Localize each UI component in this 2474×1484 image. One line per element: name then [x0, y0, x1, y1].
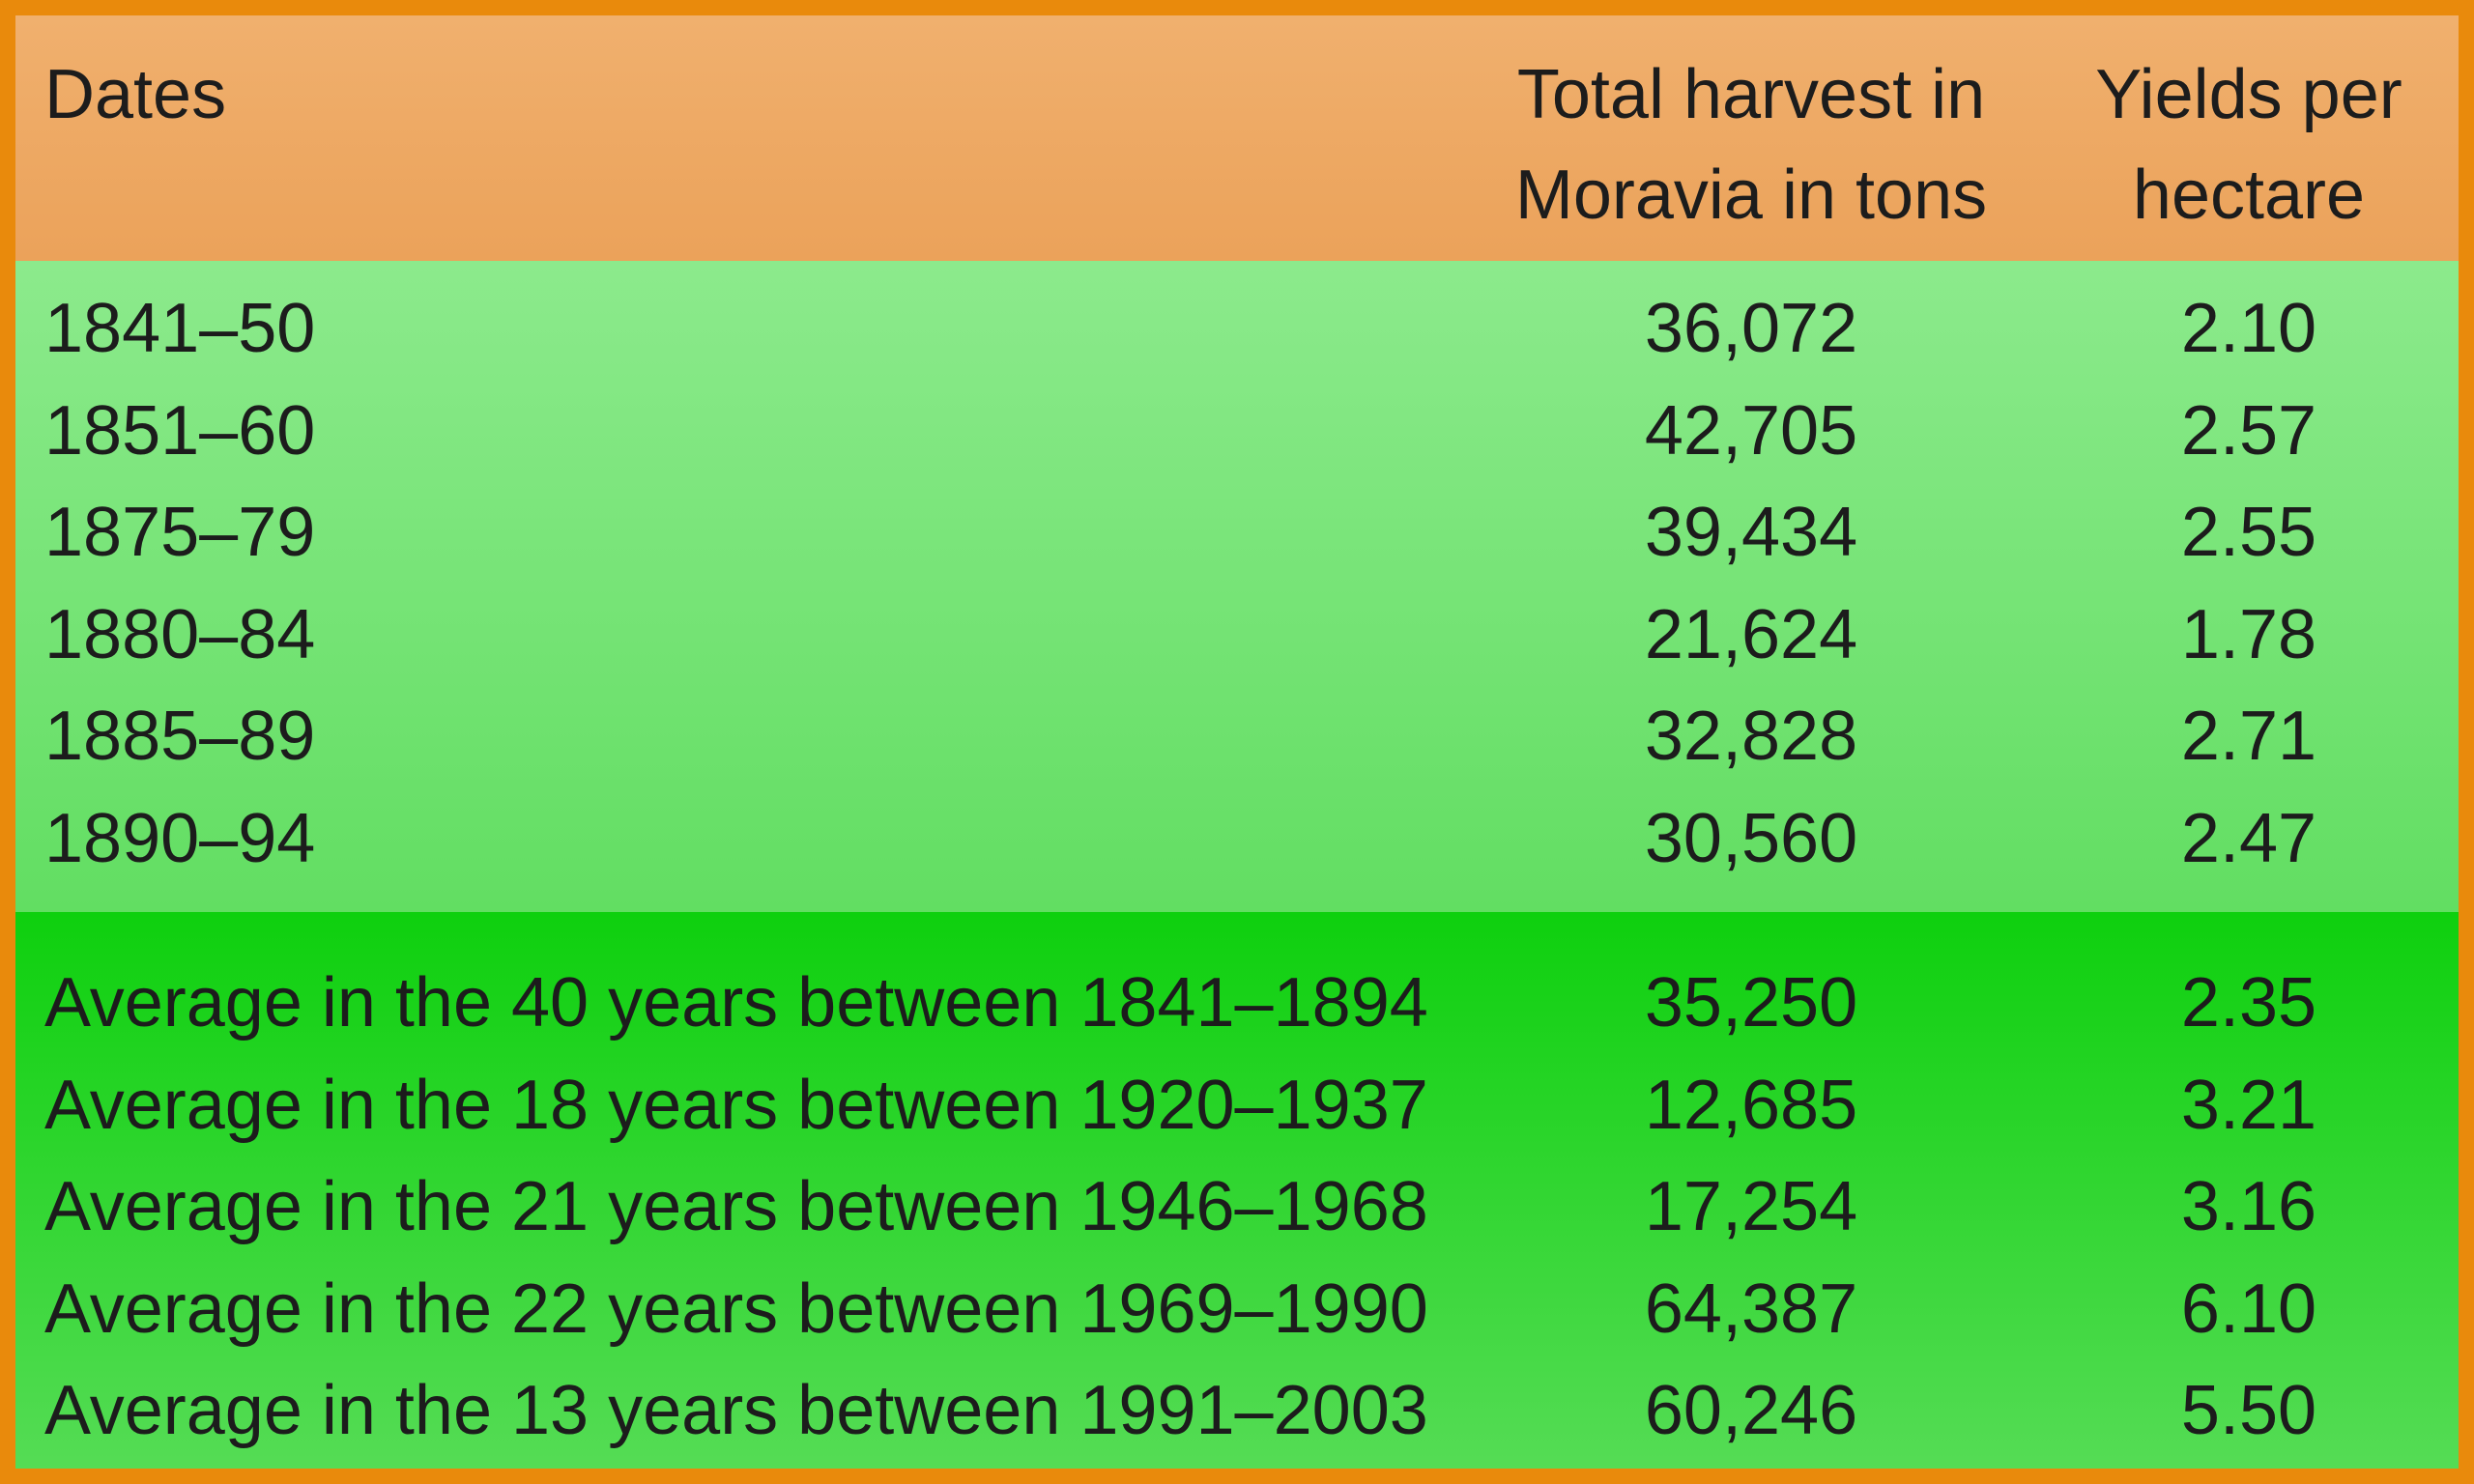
- period-rows-band: [15, 261, 2459, 912]
- date-cell: 1880–84: [44, 595, 316, 673]
- harvest-cell: 32,828: [1644, 698, 1858, 775]
- date-cell: 1885–89: [44, 698, 316, 775]
- date-cell: 1841–50: [44, 290, 316, 367]
- average-rows-band: [15, 912, 2459, 1469]
- date-cell: Average in the 40 years between 1841–189…: [44, 964, 1428, 1042]
- header-cell: Moravia in tons: [1514, 157, 1988, 234]
- date-cell: Average in the 22 years between 1969–199…: [44, 1270, 1428, 1348]
- yield-cell: 2.71: [2180, 698, 2317, 775]
- date-cell: Average in the 21 years between 1946–196…: [44, 1168, 1428, 1245]
- header-cell: Dates: [44, 56, 227, 133]
- header-cell: hectare: [2132, 157, 2366, 234]
- yield-cell: 3.21: [2180, 1066, 2317, 1144]
- header-cell: Yields per: [2095, 56, 2402, 133]
- harvest-cell: 35,250: [1644, 964, 1858, 1042]
- date-cell: 1875–79: [44, 494, 316, 571]
- harvest-cell: 39,434: [1644, 494, 1858, 571]
- yield-cell: 5.50: [2180, 1372, 2317, 1449]
- yield-cell: 2.55: [2180, 494, 2317, 571]
- harvest-cell: 17,254: [1644, 1168, 1858, 1245]
- harvest-cell: 42,705: [1644, 391, 1858, 470]
- header-cell: Total harvest in: [1516, 56, 1986, 133]
- harvest-cell: 36,072: [1644, 290, 1858, 367]
- yield-cell: 1.78: [2180, 595, 2317, 673]
- yield-cell: 2.35: [2180, 964, 2317, 1042]
- yield-cell: 3.16: [2180, 1168, 2317, 1245]
- harvest-cell: 60,246: [1644, 1372, 1858, 1449]
- yield-cell: 2.47: [2180, 799, 2317, 877]
- header-band: [15, 15, 2459, 261]
- date-cell: Average in the 18 years between 1920–193…: [44, 1066, 1428, 1144]
- date-cell: 1851–60: [44, 391, 316, 470]
- yield-cell: 6.10: [2180, 1270, 2317, 1348]
- yield-cell: 2.10: [2180, 290, 2317, 367]
- harvest-cell: 21,624: [1644, 595, 1858, 673]
- harvest-cell: 64,387: [1644, 1270, 1858, 1348]
- harvest-cell: 30,560: [1644, 799, 1858, 877]
- date-cell: 1890–94: [44, 799, 316, 877]
- yield-cell: 2.57: [2180, 391, 2317, 470]
- harvest-cell: 12,685: [1644, 1066, 1858, 1144]
- date-cell: Average in the 13 years between 1991–200…: [44, 1372, 1428, 1449]
